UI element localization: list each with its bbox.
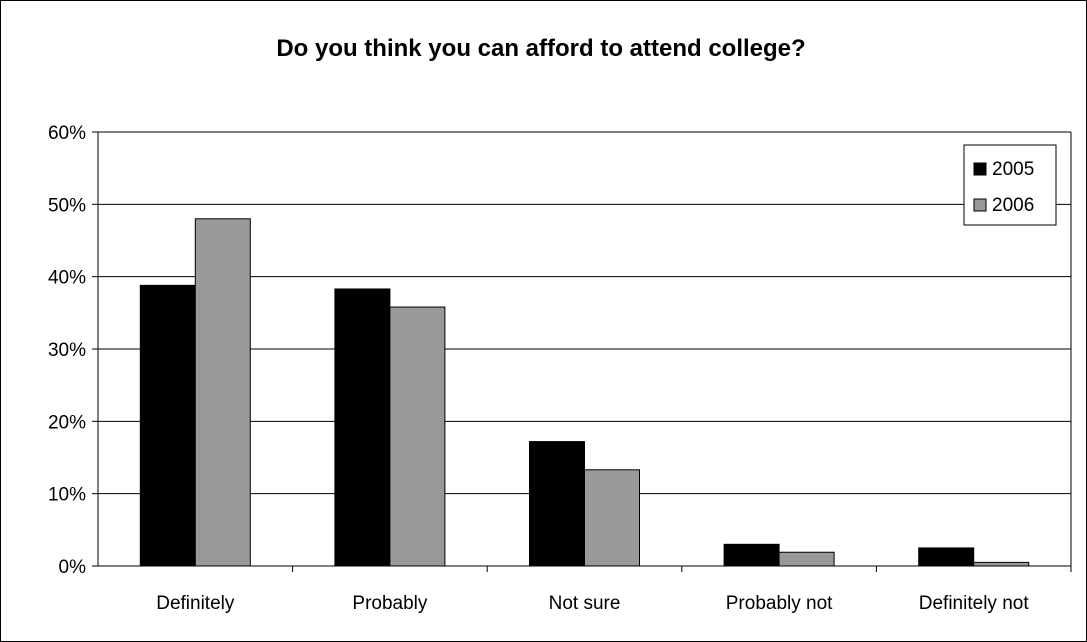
- bar-2006-1: [194, 218, 251, 567]
- legend-label-2005: 2005: [992, 159, 1034, 180]
- x-tick-label: Not sure: [549, 593, 621, 614]
- bars: [139, 218, 1030, 567]
- y-tick-label: 30%: [48, 340, 86, 361]
- bar-2005-3: [529, 441, 585, 567]
- chart-title: Do you think you can afford to attend co…: [276, 35, 805, 62]
- y-tick-label: 0%: [59, 557, 87, 578]
- x-tick-label: Definitely: [156, 593, 235, 614]
- axes: 0% 10% 20% 30% 40% 50% 60% Definitely Probably No…: [48, 123, 1072, 614]
- y-tick-label: 50%: [48, 195, 86, 216]
- bar-2005-1: [139, 284, 196, 567]
- y-tick-label: 60%: [48, 123, 86, 144]
- bar-2005-2: [334, 288, 391, 567]
- bar-2006-5: [973, 561, 1030, 567]
- x-tick-label: Probably: [352, 593, 427, 614]
- legend-label-2006: 2006: [992, 195, 1034, 216]
- y-tick-label: 40%: [48, 268, 86, 289]
- bar-2006-4: [778, 551, 835, 567]
- x-tick-label: Definitely not: [919, 593, 1030, 614]
- legend: 2005 2006: [963, 144, 1057, 226]
- gridlines: [98, 131, 1071, 495]
- y-tick-label: 20%: [48, 412, 86, 433]
- x-tick-label: Probably not: [726, 593, 833, 614]
- bar-2006-3: [584, 469, 640, 567]
- legend-swatch-2006: [973, 198, 987, 212]
- y-tick-label: 10%: [48, 485, 86, 506]
- bar-2005-4: [723, 543, 780, 567]
- bar-2005-5: [918, 547, 975, 567]
- legend-box: [963, 144, 1057, 226]
- legend-swatch-2005: [973, 162, 987, 176]
- bar-2006-2: [389, 306, 446, 567]
